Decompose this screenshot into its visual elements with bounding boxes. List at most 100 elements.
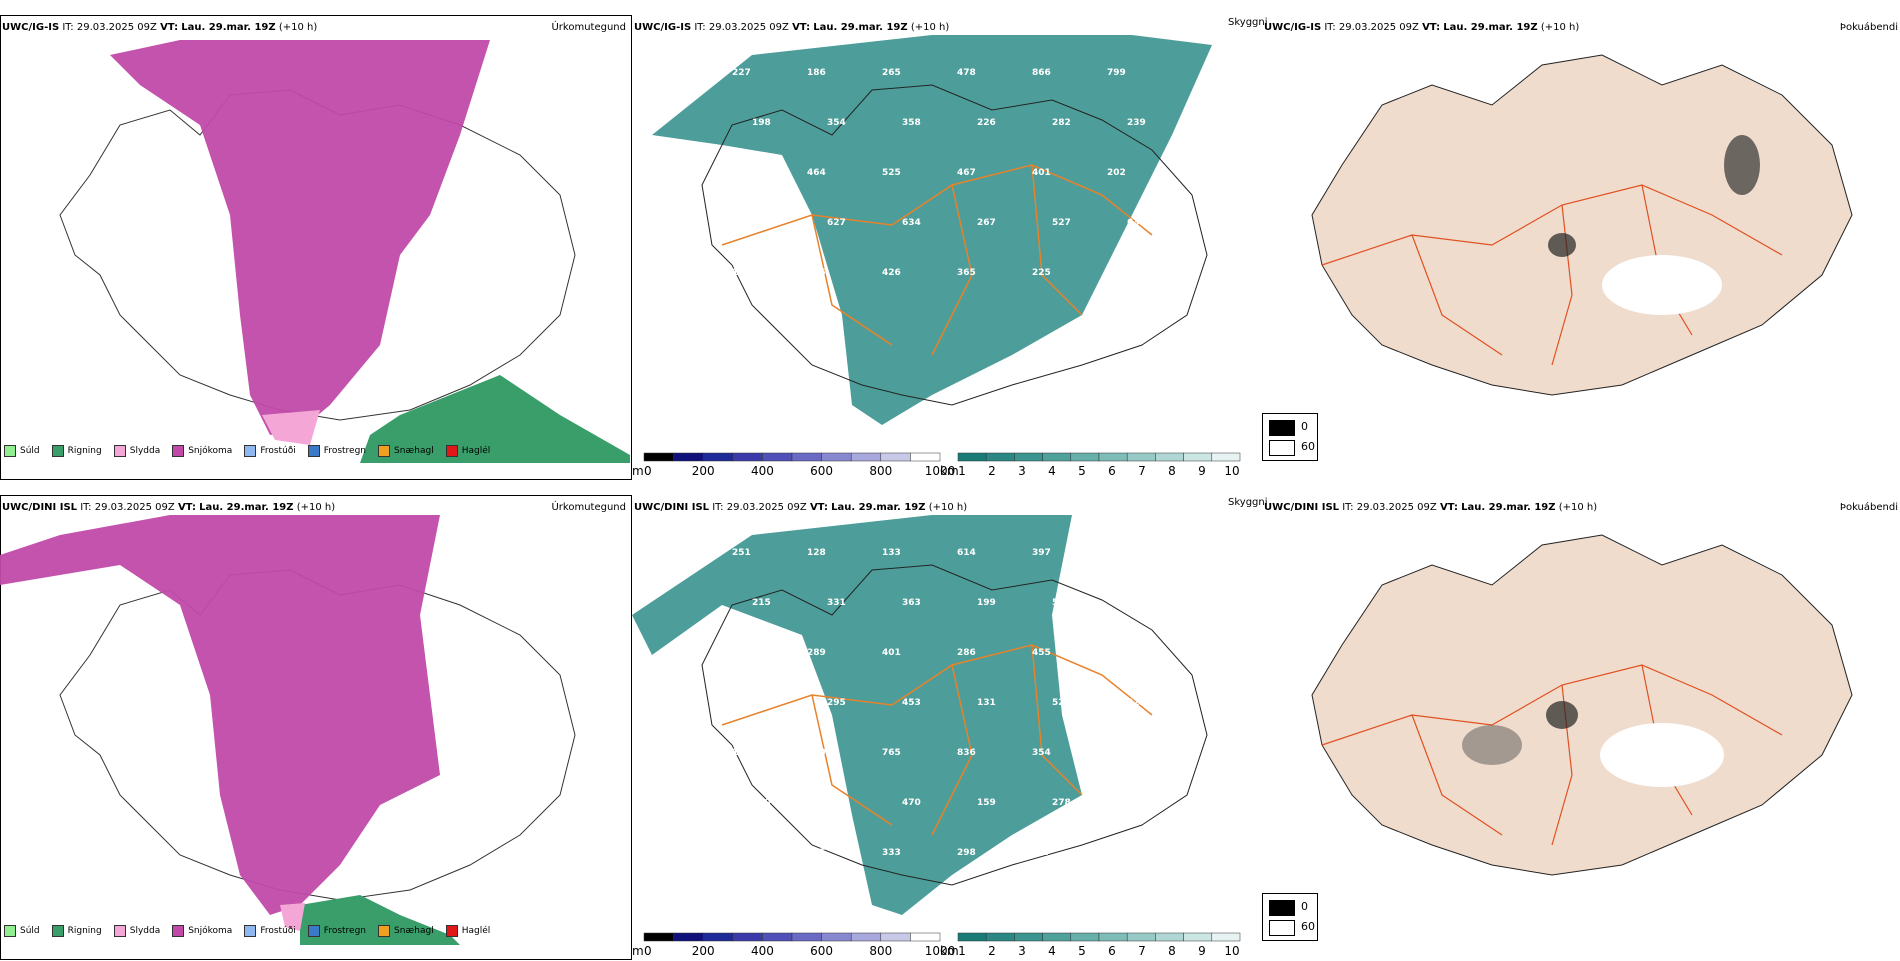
cloudbase-color-step: [821, 452, 852, 462]
precip-legend-label: Rigning: [67, 446, 102, 456]
precip-type-panel: UWC/DINI ISL IT: 29.03.2025 09Z VT: Lau.…: [0, 495, 632, 960]
precip-legend-item: Haglél: [445, 925, 490, 937]
visibility-color-step: [985, 452, 1015, 462]
precip-legend-label: Haglél: [461, 446, 491, 456]
visibility-color-step: [1155, 932, 1184, 942]
fog-legend-box: 0 60: [1262, 893, 1318, 941]
cloud-base-value: 205: [807, 268, 826, 278]
visibility-color-step: [1014, 452, 1043, 462]
precip-legend-swatch: [172, 925, 185, 937]
cloudbase-tick-label: 800: [869, 464, 892, 477]
fog-patch: [1462, 725, 1522, 765]
iceland-fill: [1311, 54, 1853, 396]
cloudbase-color-step: [850, 932, 882, 942]
cloud-base-value: 525: [882, 168, 901, 178]
cloud-base-value: 453: [902, 698, 921, 708]
cloudbase-color-step: [673, 932, 704, 942]
cloud-base-value: 478: [957, 68, 976, 78]
visibility-tick-label: 2: [988, 464, 996, 477]
precip-legend-swatch: [378, 445, 391, 457]
panel-type-title: Þokuábendi: [1839, 502, 1898, 513]
road-network: [721, 644, 1153, 836]
precip-legend-swatch: [445, 445, 458, 457]
visibility-color-step: [1126, 452, 1156, 462]
cloudbase-tick-label: 0: [644, 944, 652, 957]
precip-legend-item: Rigning: [51, 445, 102, 457]
precip-legend-label: Frostregn: [323, 926, 367, 936]
cloudbase-unit: m: [632, 464, 644, 477]
cloud-base-value: 131: [977, 698, 996, 708]
precip-type-panel: UWC/IG-IS IT: 29.03.2025 09Z VT: Lau. 29…: [0, 15, 632, 480]
visibility-unit: km: [940, 464, 959, 477]
cloud-base-value: 282: [1052, 118, 1071, 128]
cloud-base-value: 836: [957, 748, 976, 758]
fog-legend-box: 0 60: [1262, 413, 1318, 461]
cloudbase-tick-label: 400: [751, 944, 774, 957]
visibility-color-step: [1211, 452, 1241, 462]
precip-legend-label: Slydda: [129, 926, 161, 936]
cloud-base-value: 660: [752, 698, 771, 708]
cloud-base-value: 765: [882, 748, 901, 758]
precip-legend-item: Slydda: [113, 925, 161, 937]
cloud-base-value: 202: [1107, 168, 1126, 178]
cloud-base-value: 363: [902, 598, 921, 608]
visibility-tick-label: 7: [1138, 464, 1146, 477]
cloud-base-value: 215: [1107, 748, 1126, 758]
fog-patch: [1724, 135, 1760, 195]
visibility-color-step: [957, 452, 987, 462]
precip-legend-swatch: [307, 925, 320, 937]
cloudbase-color-step: [702, 452, 734, 462]
cloudbase-tick-label: 800: [869, 944, 892, 957]
visibility-tick-label: 5: [1078, 464, 1086, 477]
precip-legend-label: Snjókoma: [188, 446, 233, 456]
visibility-tick-label: 6: [1108, 464, 1116, 477]
visibility-tick-label: 3: [1018, 464, 1026, 477]
visibility-tick-label: 4: [1048, 944, 1056, 957]
precip-legend-item: Slydda: [113, 445, 161, 457]
precip-legend-swatch: [4, 445, 16, 457]
precip-legend-item: Snjókoma: [172, 445, 232, 457]
precip-legend-label: Frostregn: [323, 446, 367, 456]
cloud-base-value: 401: [882, 648, 901, 658]
precip-legend-label: Frostúði: [260, 446, 296, 456]
cloud-base-value: 354: [1032, 748, 1051, 758]
snow-area: [0, 515, 440, 915]
road-network: [1321, 664, 1783, 846]
rain-area: [300, 895, 460, 945]
visibility-color-step: [1070, 932, 1100, 942]
fog-value-low: 0: [1301, 900, 1308, 913]
precip-legend-label: Slydda: [129, 446, 161, 456]
precip-legend-swatch: [51, 925, 64, 937]
iceland-outline: [701, 84, 1208, 406]
visibility-tick-label: 6: [1108, 944, 1116, 957]
precip-legend-item: Rigning: [51, 925, 102, 937]
cloud-base-value: 426: [882, 268, 901, 278]
panel-type-title: Skyggni: [1228, 497, 1268, 508]
cloud-base-value: 298: [957, 848, 976, 858]
cloud-base-value: 62: [752, 898, 765, 908]
precip-legend-swatch: [445, 925, 458, 937]
cloud-base-value: 521: [1052, 698, 1071, 708]
visibility-color-step: [1098, 932, 1128, 942]
cloudbase-color-step: [850, 452, 882, 462]
cloud-base-value: 115: [807, 848, 826, 858]
cloud-base-value: 239: [1127, 118, 1146, 128]
precip-legend: Súld Rigning Slydda Snjókoma Frostúði Frostre…: [4, 443, 502, 459]
cloudbase-color-step: [673, 452, 704, 462]
panel-type-title: Úrkomutegund: [551, 22, 626, 33]
cloud-base-value: 380: [1127, 598, 1146, 608]
precip-legend-swatch: [4, 925, 16, 937]
cloud-base-value: 186: [807, 68, 826, 78]
road-network: [1321, 184, 1783, 366]
fog-patch: [1600, 723, 1724, 787]
cloudbase-color-step: [732, 452, 763, 462]
fog-swatch-low: [1269, 420, 1295, 436]
visibility-tick-label: 5: [1078, 944, 1086, 957]
cloud-base-value: 310: [752, 798, 771, 808]
cloud-base-value: 471: [752, 218, 771, 228]
cloudbase-color-step: [732, 932, 763, 942]
visibility-color-step: [1042, 932, 1072, 942]
fog-patch: [1602, 255, 1722, 315]
fog-map: [1311, 54, 1853, 396]
